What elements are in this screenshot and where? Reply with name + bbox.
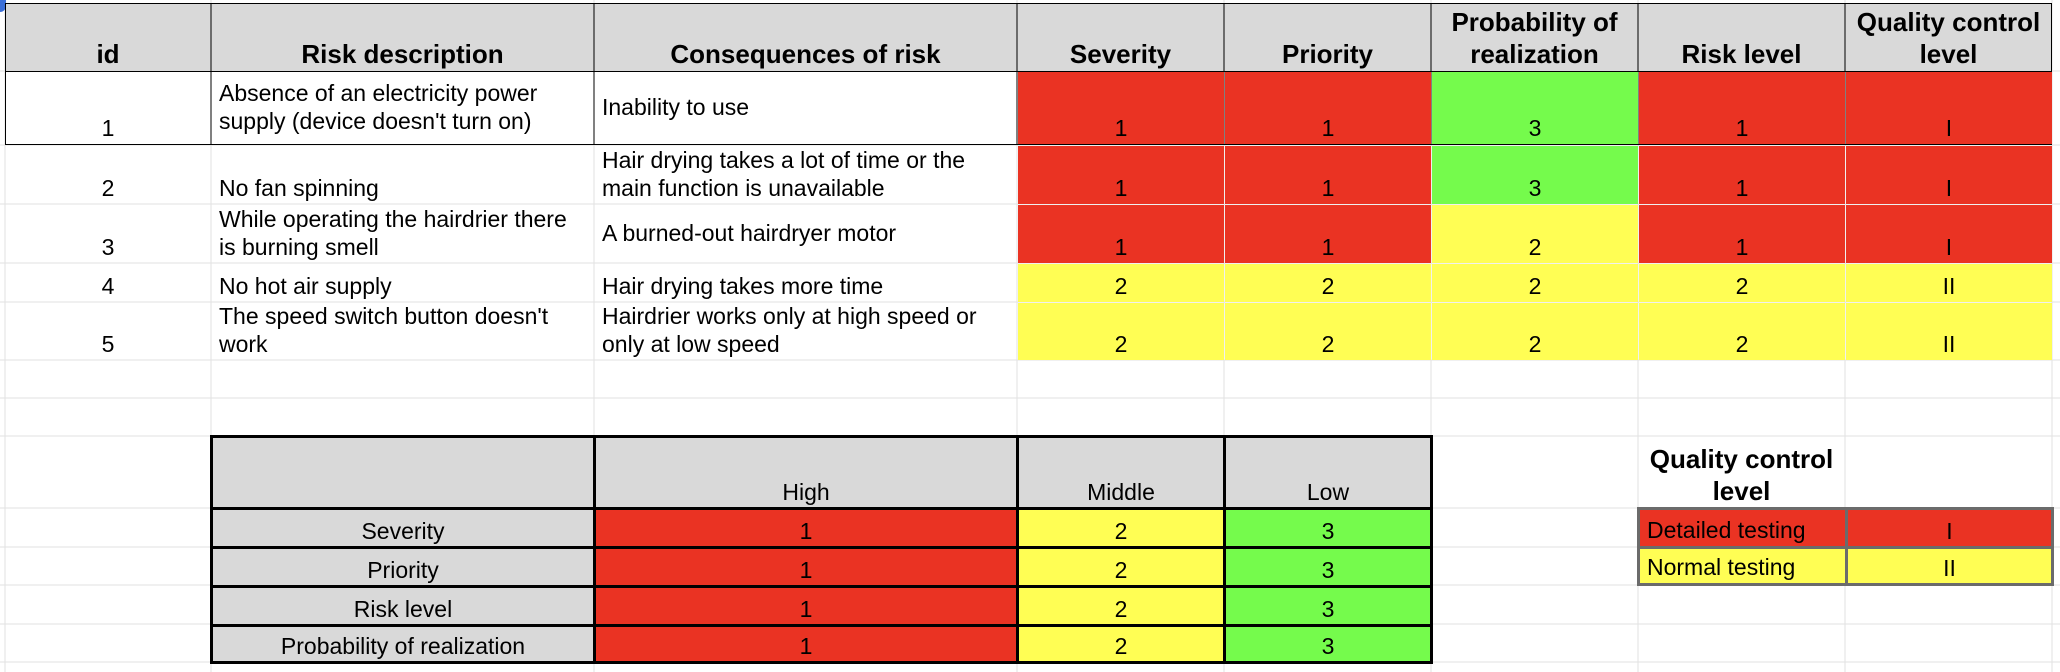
row1-probability[interactable]: 3 — [1432, 72, 1638, 144]
scale-row-probability-label[interactable]: Probability of realization — [210, 624, 596, 664]
row2-severity[interactable]: 1 — [1018, 146, 1224, 204]
row5-risk-level[interactable]: 2 — [1639, 303, 1845, 360]
row3-id[interactable]: 3 — [101, 234, 115, 260]
row5-description[interactable]: The speed switch button doesn't work — [219, 303, 549, 357]
row4-qc-level[interactable]: II — [1846, 264, 2052, 302]
header-column-borders — [210, 3, 1846, 145]
scale-header-high[interactable]: High — [593, 435, 1019, 510]
row4-probability[interactable]: 2 — [1432, 264, 1638, 302]
scale-header-low[interactable]: Low — [1223, 435, 1433, 510]
scale-row-probability-middle[interactable]: 2 — [1016, 624, 1226, 664]
row3-qc-level[interactable]: I — [1846, 205, 2052, 263]
row1-risk-level[interactable]: 1 — [1639, 72, 1845, 144]
scale-row-priority-label[interactable]: Priority — [210, 546, 596, 588]
row5-id[interactable]: 5 — [101, 331, 115, 357]
row5-severity[interactable]: 2 — [1018, 303, 1224, 360]
header-divider — [5, 71, 2052, 72]
row2-probability[interactable]: 3 — [1432, 146, 1638, 204]
qc-legend-detailed-level[interactable]: I — [1845, 507, 2054, 549]
selection-handle[interactable] — [0, 0, 6, 12]
row2-description[interactable]: No fan spinning — [219, 175, 379, 201]
scale-row-probability-high[interactable]: 1 — [593, 624, 1019, 664]
header-risk-level[interactable]: Risk level — [1638, 3, 1845, 71]
scale-row-severity-high[interactable]: 1 — [593, 507, 1019, 549]
row4-id[interactable]: 4 — [101, 273, 115, 299]
qc-legend-detailed-label[interactable]: Detailed testing — [1637, 507, 1848, 549]
row5-priority[interactable]: 2 — [1225, 303, 1431, 360]
scale-row-priority-middle[interactable]: 2 — [1016, 546, 1226, 588]
scale-row-risk-level-label[interactable]: Risk level — [210, 585, 596, 627]
scale-row-risk-level-high[interactable]: 1 — [593, 585, 1019, 627]
scale-header-middle[interactable]: Middle — [1016, 435, 1226, 510]
qc-legend-title[interactable]: Quality control level — [1649, 444, 1834, 506]
scale-row-probability-low[interactable]: 3 — [1223, 624, 1433, 664]
row5-consequence[interactable]: Hairdrier works only at high speed or on… — [602, 303, 977, 357]
qc-legend-normal-level[interactable]: II — [1845, 546, 2054, 586]
row2-risk-level[interactable]: 1 — [1639, 146, 1845, 204]
row4-risk-level[interactable]: 2 — [1639, 264, 1845, 302]
row3-probability[interactable]: 2 — [1432, 205, 1638, 263]
qc-legend-normal-label[interactable]: Normal testing — [1637, 546, 1848, 586]
header-id[interactable]: id — [5, 3, 211, 71]
row1-qc-level[interactable]: I — [1846, 72, 2052, 144]
row4-severity[interactable]: 2 — [1018, 264, 1224, 302]
row2-consequence[interactable]: Hair drying takes a lot of time or the m… — [602, 147, 966, 201]
row1-description[interactable]: Absence of an electricity power supply (… — [219, 80, 538, 134]
header-probability[interactable]: Probability of realization — [1431, 3, 1638, 71]
row3-consequence[interactable]: A burned-out hairdryer motor — [602, 220, 897, 246]
scale-row-risk-level-low[interactable]: 3 — [1223, 585, 1433, 627]
row2-priority[interactable]: 1 — [1225, 146, 1431, 204]
scale-row-severity-low[interactable]: 3 — [1223, 507, 1433, 549]
row2-qc-level[interactable]: I — [1846, 146, 2052, 204]
row3-priority[interactable]: 1 — [1225, 205, 1431, 263]
row4-description[interactable]: No hot air supply — [219, 273, 392, 299]
row1-consequence[interactable]: Inability to use — [602, 94, 750, 120]
scale-row-severity-middle[interactable]: 2 — [1016, 507, 1226, 549]
scale-corner-cell[interactable] — [210, 435, 596, 510]
row4-priority[interactable]: 2 — [1225, 264, 1431, 302]
row1-priority[interactable]: 1 — [1225, 72, 1431, 144]
header-priority[interactable]: Priority — [1224, 3, 1431, 71]
row5-qc-level[interactable]: II — [1846, 303, 2052, 360]
row1-id[interactable]: 1 — [101, 115, 115, 141]
row3-description[interactable]: While operating the hairdrier there is b… — [219, 206, 567, 260]
row3-severity[interactable]: 1 — [1018, 205, 1224, 263]
scale-row-priority-low[interactable]: 3 — [1223, 546, 1433, 588]
scale-row-severity-label[interactable]: Severity — [210, 507, 596, 549]
header-severity[interactable]: Severity — [1017, 3, 1224, 71]
row2-id[interactable]: 2 — [101, 175, 115, 201]
header-risk-description[interactable]: Risk description — [211, 3, 594, 71]
row3-risk-level[interactable]: 1 — [1639, 205, 1845, 263]
header-consequences[interactable]: Consequences of risk — [594, 3, 1017, 71]
scale-row-risk-level-middle[interactable]: 2 — [1016, 585, 1226, 627]
row5-probability[interactable]: 2 — [1432, 303, 1638, 360]
row1-severity[interactable]: 1 — [1018, 72, 1224, 144]
scale-row-priority-high[interactable]: 1 — [593, 546, 1019, 588]
row4-consequence[interactable]: Hair drying takes more time — [602, 273, 884, 299]
header-qc-level[interactable]: Quality control level — [1845, 3, 2052, 71]
